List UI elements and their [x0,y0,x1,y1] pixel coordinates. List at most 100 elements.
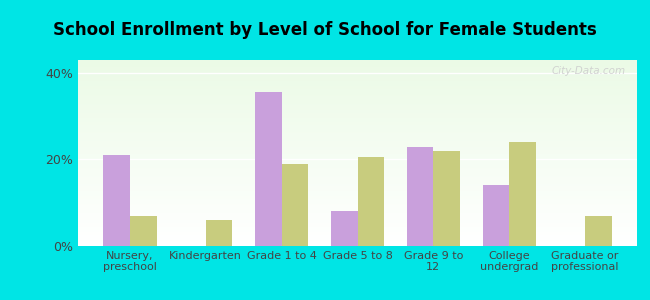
Bar [255,92,281,246]
Bar [78,71,637,72]
Bar [78,168,637,169]
Bar [78,62,637,63]
Bar [78,169,637,170]
Bar [78,140,637,141]
Bar [78,109,637,110]
Bar [78,68,637,69]
Bar [78,128,637,129]
Bar [78,132,637,133]
Bar [78,243,637,244]
Bar [78,232,637,233]
Bar [78,192,637,193]
Bar [78,226,637,227]
Bar [78,229,637,230]
Bar [78,103,637,104]
Bar [78,221,637,222]
Bar [78,115,637,116]
Bar [78,208,637,209]
Bar [483,185,509,246]
Bar [78,193,637,194]
Bar [78,184,637,185]
Text: School Enrollment by Level of School for Female Students: School Enrollment by Level of School for… [53,21,597,39]
Bar [78,194,637,195]
Bar [78,158,637,159]
Bar [78,223,637,224]
Bar [78,210,637,211]
Bar [78,66,637,67]
Bar [78,126,637,127]
Bar [78,107,637,108]
Bar [78,142,637,143]
Bar [585,216,612,246]
Bar [78,162,637,163]
Bar [78,160,637,161]
Bar [78,135,637,136]
Bar [78,215,637,216]
Bar [78,108,637,109]
Bar [78,197,637,198]
Bar [78,199,637,200]
Bar [78,166,637,167]
Bar [78,119,637,120]
Bar [78,122,637,123]
Bar [78,76,637,77]
Bar [78,239,637,240]
Bar [78,157,637,158]
Bar [78,235,637,236]
Bar [78,106,637,107]
Bar [78,209,637,210]
Bar [78,72,637,73]
Bar [78,187,637,188]
Bar [78,182,637,183]
Bar [78,81,637,82]
Bar [78,177,637,178]
Bar [78,202,637,203]
Bar [78,222,637,223]
Bar [78,195,637,196]
Bar [78,130,637,131]
Bar [78,156,637,157]
Bar [78,125,637,126]
Bar [78,94,637,95]
Bar [78,102,637,103]
Bar [78,145,637,146]
Bar [78,133,637,134]
Bar [509,142,536,246]
Bar [78,191,637,192]
Bar [78,114,637,115]
Bar [206,220,232,246]
Bar [78,80,637,81]
Bar [78,185,637,187]
Bar [78,206,637,207]
Bar [78,236,637,237]
Bar [78,240,637,241]
Bar [78,167,637,168]
Bar [78,139,637,140]
Bar [78,82,637,83]
Bar [434,151,460,246]
Bar [78,65,637,66]
Bar [78,79,637,80]
Bar [78,67,637,68]
Bar [78,175,637,176]
Bar [78,170,637,171]
Bar [78,164,637,165]
Bar [78,118,637,119]
Bar [78,174,637,175]
Bar [358,157,384,246]
Bar [78,101,637,102]
Bar [78,190,637,191]
Bar [78,212,637,214]
Bar [78,75,637,76]
Bar [103,155,130,246]
Bar [78,77,637,78]
Bar [78,155,637,156]
Bar [78,183,637,184]
Bar [78,78,637,79]
Bar [78,124,637,125]
Bar [78,100,637,101]
Bar [78,160,637,161]
Bar [78,149,637,150]
Bar [78,90,637,91]
Bar [78,74,637,75]
